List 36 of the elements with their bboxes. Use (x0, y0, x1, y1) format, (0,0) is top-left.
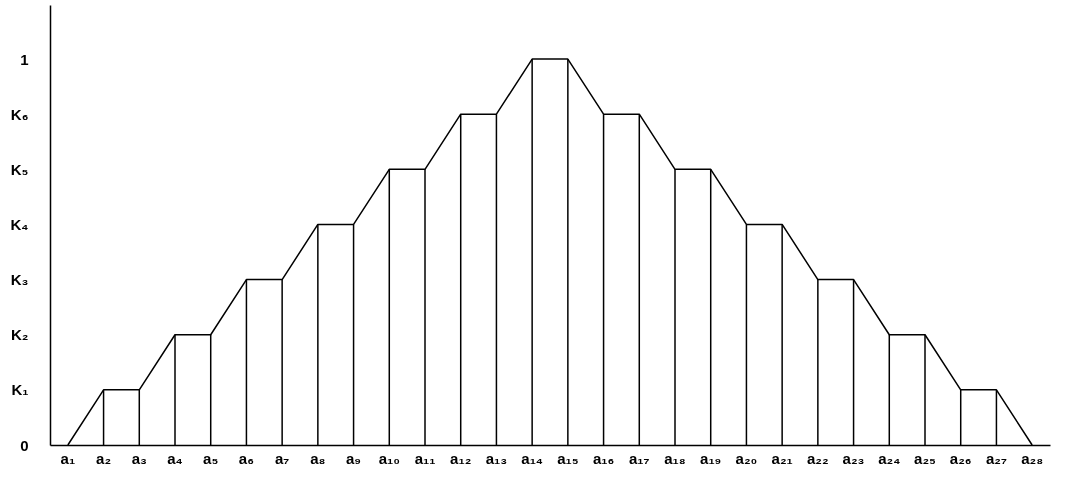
x-tick-label: a₂₂ (807, 449, 829, 467)
x-tick-label: a₆ (238, 449, 255, 467)
y-tick-label: K₅ (10, 160, 29, 178)
x-tick-label: a₁₃ (485, 449, 508, 467)
y-tick-label: K₃ (10, 271, 29, 289)
x-tick-label: a₂₀ (735, 449, 758, 467)
x-tick-label: a₇ (274, 449, 290, 467)
x-tick-label: a₁₉ (700, 449, 722, 467)
x-tick-label: a₂₃ (842, 449, 865, 467)
x-tick-label: a₃ (131, 449, 147, 467)
x-tick-label: a₂₄ (878, 449, 901, 467)
x-tick-label: a₂₅ (914, 449, 937, 467)
y-tick-label: 0 (20, 436, 29, 454)
x-tick-label: a₁ (60, 449, 76, 467)
x-tick-label: a₄ (167, 449, 183, 467)
y-tick-label: K₆ (10, 105, 29, 123)
x-tick-label: a₂₁ (771, 449, 793, 467)
x-tick-label: a₂₆ (949, 449, 972, 467)
y-tick-label: K₄ (10, 215, 29, 233)
x-tick-label: a₉ (346, 449, 362, 467)
x-tick-label: a₅ (203, 449, 219, 467)
x-tick-label: a₁₀ (378, 449, 400, 467)
x-tick-label: a₂₈ (1021, 449, 1044, 467)
y-tick-label: 1 (20, 50, 29, 68)
x-tick-label: a₁₁ (414, 449, 436, 467)
x-tick-label: a₁₂ (450, 449, 472, 467)
x-tick-label: a₁₅ (557, 449, 579, 467)
x-tick-label: a₈ (310, 449, 326, 467)
x-tick-label: a₁₈ (664, 449, 686, 467)
x-tick-label: a₂₇ (985, 449, 1007, 467)
x-tick-label: a₁₇ (629, 449, 650, 467)
x-tick-label: a₁₆ (592, 449, 615, 467)
x-tick-label: a₂ (96, 449, 112, 467)
x-tick-label: a₁₄ (521, 449, 543, 467)
y-tick-label: K₁ (11, 381, 29, 399)
y-tick-label: K₂ (11, 326, 29, 344)
